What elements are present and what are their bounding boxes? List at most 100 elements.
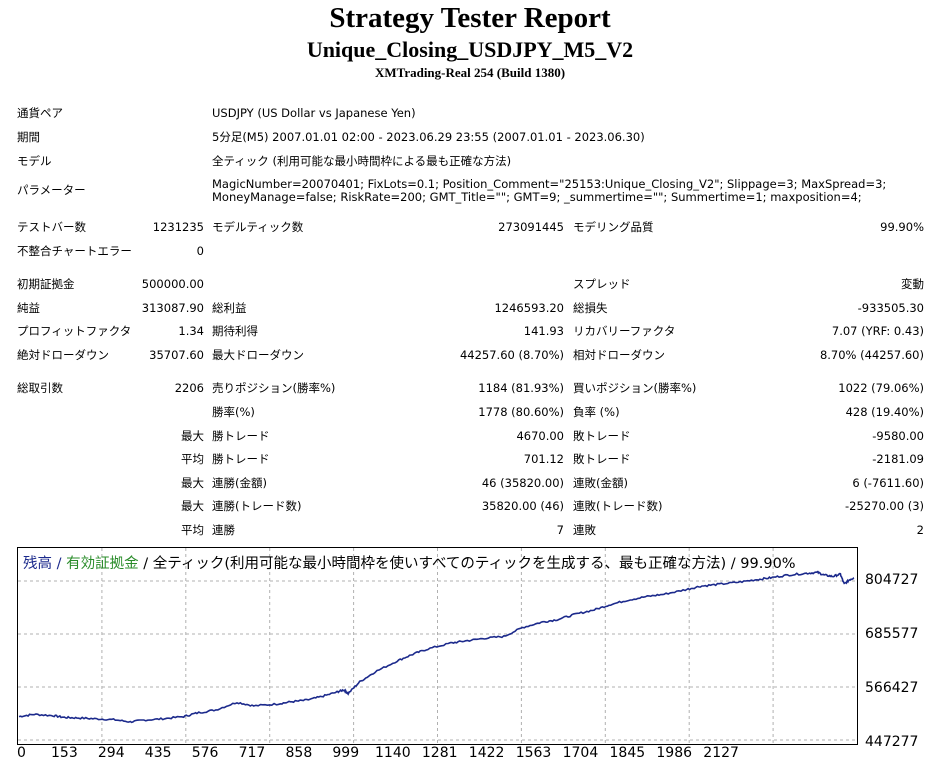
ticks-label: モデルティック数 [212, 220, 304, 234]
gross-loss-label: 総損失 [573, 301, 608, 315]
short-label: 売りポジション(勝率%) [212, 381, 336, 395]
x-tick-label: 858 [285, 745, 313, 761]
legend-rest: 全ティック(利用可能な最小時間枠を使いすべてのティックを生成する、最も正確な方法… [152, 556, 796, 572]
x-tick-label: 717 [238, 745, 266, 761]
x-tick-label: 2127 [703, 745, 739, 761]
chart-legend: 残高 / 有効証拠金 / 全ティック(利用可能な最小時間枠を使いすべてのティック… [23, 552, 796, 573]
x-tick-label: 1845 [609, 745, 646, 761]
win-value: 1778 (80.60%) [478, 405, 564, 419]
x-tick-label: 294 [97, 745, 125, 761]
max-dd-label: 最大ドローダウン [212, 348, 304, 362]
x-tick-label: 153 [51, 745, 78, 761]
loss-value: 428 (19.40%) [845, 405, 924, 419]
net-value: 313087.90 [141, 301, 204, 315]
avg-consec-loss-label: 連敗 [573, 523, 596, 537]
long-label: 買いポジション(勝率%) [573, 381, 697, 395]
model-value: 全ティック (利用可能な最小時間枠による最も正確な方法) [212, 154, 512, 168]
avg-loss-value: -2181.09 [872, 452, 924, 466]
spread-value: 変動 [901, 277, 924, 291]
max-consec-loss-label: 連敗(金額) [573, 476, 628, 490]
x-tick-label: 576 [191, 745, 219, 761]
quality-label: モデリング品質 [573, 220, 654, 234]
gross-loss-value: -933505.30 [857, 301, 924, 315]
max-prefix-2: 最大 [181, 476, 204, 490]
pair-label: 通貨ペア [17, 106, 63, 120]
trades-value: 2206 [174, 381, 204, 395]
avg-win-label: 勝トレード [212, 452, 270, 466]
rel-dd-value: 8.70% (44257.60) [819, 348, 924, 362]
max-consec-win-value: 46 (35820.00) [481, 476, 564, 490]
x-tick-label: 1704 [562, 745, 599, 761]
avg-consec-win-value: 7 [556, 523, 564, 537]
max-consec-loss-value: 6 (-7611.60) [852, 476, 924, 490]
pf-value: 1.34 [178, 324, 204, 338]
x-tick-label: 0 [17, 745, 26, 761]
loss-label: 負率 (%) [573, 405, 620, 419]
bars-value: 1231235 [152, 220, 204, 234]
abs-dd-label: 絶対ドローダウン [17, 348, 109, 362]
x-tick-label: 1140 [375, 745, 411, 761]
net-label: 純益 [17, 301, 40, 315]
max-consec-profit-value: 35820.00 (46) [481, 499, 564, 513]
max-consec-win-label: 連勝(金額) [212, 476, 267, 490]
max-consec-lossamt-label: 連敗(トレード数) [573, 499, 663, 513]
x-tick-label: 1563 [515, 745, 552, 761]
gross-profit-label: 総利益 [212, 301, 247, 315]
balance-line [18, 570, 855, 724]
avg-win-value: 701.12 [523, 452, 564, 466]
x-tick-label: 1986 [656, 745, 693, 761]
rel-dd-label: 相対ドローダウン [573, 348, 665, 362]
spread-label: スプレッド [573, 277, 631, 291]
payoff-label: 期待利得 [212, 324, 258, 338]
params-line-2: MoneyManage=false; RiskRate=200; GMT_Tit… [212, 190, 862, 204]
model-label: モデル [17, 154, 52, 168]
legend-sep-1: / [52, 556, 67, 572]
abs-dd-value: 35707.60 [149, 348, 204, 362]
largest-win-label: 勝トレード [212, 429, 270, 443]
report-subtitle: Unique_Closing_USDJPY_M5_V2 [306, 37, 634, 62]
balance-chart-svg [18, 548, 857, 744]
y-tick-label: 685577 [865, 626, 919, 642]
legend-equity: 有効証拠金 [66, 556, 139, 572]
params-label: パラメーター [17, 183, 86, 197]
report-title: Strategy Tester Report [329, 2, 611, 34]
bars-label: テストバー数 [17, 220, 86, 234]
legend-balance: 残高 [23, 556, 52, 572]
balance-chart [17, 547, 858, 745]
y-tick-label: 566427 [865, 680, 919, 696]
recovery-value: 7.07 (YRF: 0.43) [831, 324, 924, 338]
legend-sep-2: / [138, 556, 153, 572]
win-label: 勝率(%) [212, 405, 255, 419]
x-tick-label: 1281 [421, 745, 458, 761]
quality-value: 99.90% [880, 220, 924, 234]
pair-value: USDJPY (US Dollar vs Japanese Yen) [212, 106, 416, 120]
server-label: XMTrading-Real 254 (Build 1380) [374, 65, 566, 80]
long-value: 1022 (79.06%) [838, 381, 924, 395]
gross-profit-value: 1246593.20 [494, 301, 564, 315]
max-consec-profit-label: 連勝(トレード数) [212, 499, 302, 513]
deposit-label: 初期証拠金 [17, 277, 75, 291]
max-dd-value: 44257.60 (8.70%) [459, 348, 564, 362]
y-tick-label: 804727 [865, 572, 919, 588]
avg-consec-win-label: 連勝 [212, 523, 235, 537]
x-tick-label: 1422 [468, 745, 505, 761]
trades-label: 総取引数 [17, 381, 63, 395]
period-label: 期間 [17, 130, 40, 144]
max-prefix-1: 最大 [181, 429, 204, 443]
avg-prefix-1: 平均 [181, 452, 204, 466]
max-prefix-3: 最大 [181, 499, 204, 513]
params-line-1: MagicNumber=20070401; FixLots=0.1; Posit… [212, 177, 887, 191]
pf-label: プロフィットファクタ [17, 324, 132, 338]
avg-loss-label: 敗トレード [573, 452, 631, 466]
mismatch-label: 不整合チャートエラー [17, 244, 132, 258]
x-tick-label: 435 [144, 745, 172, 761]
y-tick-label: 447277 [865, 734, 919, 750]
deposit-value: 500000.00 [141, 277, 204, 291]
largest-loss-label: 敗トレード [573, 429, 631, 443]
mismatch-value: 0 [196, 244, 204, 258]
period-value: 5分足(M5) 2007.01.01 02:00 - 2023.06.29 23… [212, 130, 645, 144]
largest-loss-value: -9580.00 [872, 429, 924, 443]
avg-consec-loss-value: 2 [916, 523, 924, 537]
x-tick-label: 999 [332, 745, 360, 761]
recovery-label: リカバリーファクタ [573, 324, 676, 338]
